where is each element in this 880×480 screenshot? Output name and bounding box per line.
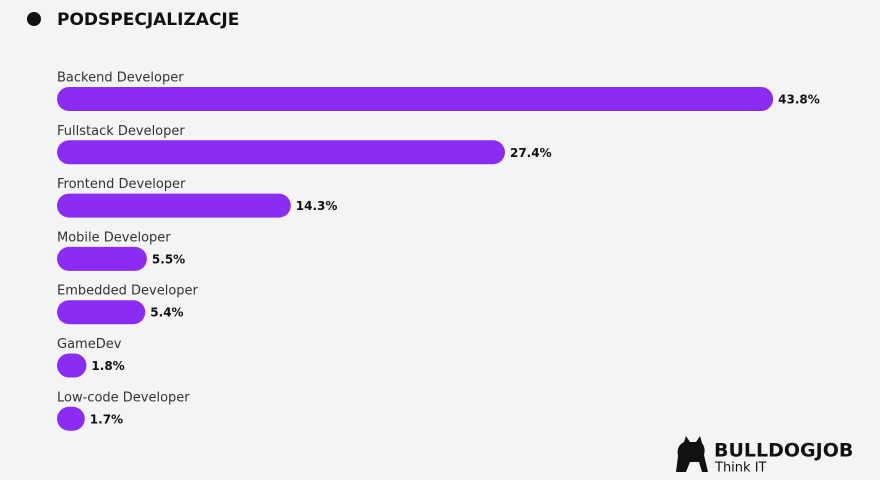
title-bullet [27,12,41,26]
bar [57,246,147,271]
value-label: 5.5% [152,252,185,266]
value-label: 1.8% [91,359,124,373]
value-label: 14.3% [296,199,338,213]
value-label: 27.4% [510,146,552,160]
value-label: 43.8% [778,93,820,107]
chart-title: PODSPECJALIZACJE [57,10,239,30]
bar [57,140,505,165]
brand-tagline: Think IT [714,461,767,476]
category-label: Embedded Developer [57,284,199,299]
category-label: Backend Developer [57,71,184,86]
category-label: Frontend Developer [57,177,186,192]
category-label: Fullstack Developer [57,124,185,139]
category-label: Low-code Developer [57,390,190,405]
value-label: 5.4% [150,306,183,320]
bar [57,193,291,218]
brand-name: BULLDOGJOB [714,440,853,462]
bar [57,300,146,325]
logo: BULLDOGJOB Think IT [676,436,853,476]
logo-dog [676,436,708,472]
category-label: Mobile Developer [57,230,171,245]
bar [57,353,87,378]
value-label: 1.7% [90,412,123,426]
bar [57,406,85,431]
bar [57,87,774,111]
category-label: GameDev [57,337,122,352]
